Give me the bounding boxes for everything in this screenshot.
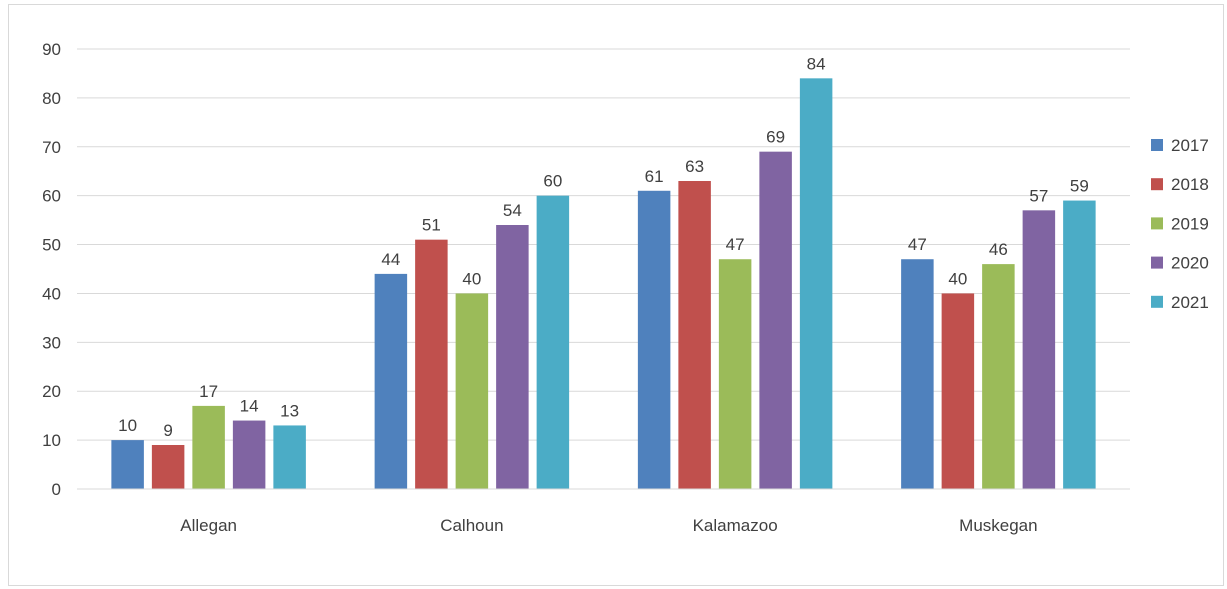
bar-allegan-2020	[232, 420, 266, 489]
y-tick-label: 50	[42, 236, 61, 255]
legend-swatch	[1151, 256, 1163, 269]
legend: 2017 2018 2019 2020 2021	[1151, 136, 1209, 312]
bar-allegan-2017	[111, 440, 144, 489]
bar-kalamazoo-2019	[718, 259, 752, 489]
data-labels: 10 9 17 14 13 44 51 40 54 60 61 63 47 69 84 47 40 46 57 59	[118, 54, 1089, 440]
x-category-label: Kalamazoo	[693, 516, 778, 535]
bar-muskegan-2021	[1063, 200, 1096, 490]
y-tick-label: 30	[42, 333, 61, 352]
legend-label: 2018	[1171, 175, 1209, 194]
x-category-label: Muskegan	[959, 516, 1037, 535]
bar-calhoun-2021	[536, 195, 570, 489]
data-label: 51	[422, 216, 441, 235]
bar-calhoun-2018	[415, 239, 448, 489]
data-label: 59	[1070, 177, 1089, 196]
bar-muskegan-2018	[941, 293, 975, 489]
y-tick-label: 60	[42, 187, 61, 206]
data-label: 17	[199, 382, 218, 401]
data-label: 10	[118, 416, 137, 435]
data-label: 13	[280, 401, 299, 420]
bars	[111, 78, 1096, 490]
bar-kalamazoo-2021	[799, 78, 833, 489]
legend-label: 2019	[1171, 214, 1209, 233]
legend-label: 2017	[1171, 136, 1209, 155]
data-label: 60	[543, 172, 562, 191]
bar-allegan-2018	[151, 445, 185, 489]
bar-calhoun-2020	[496, 225, 529, 489]
data-label: 69	[766, 128, 785, 147]
data-label: 44	[381, 250, 400, 269]
y-tick-label: 70	[42, 138, 61, 157]
data-label: 14	[240, 397, 259, 416]
legend-swatch	[1151, 217, 1163, 230]
legend-swatch	[1151, 295, 1163, 308]
bar-muskegan-2017	[901, 259, 934, 489]
data-label: 40	[462, 269, 481, 288]
y-tick-label: 80	[42, 89, 61, 108]
data-label: 46	[989, 240, 1008, 259]
y-tick-label: 10	[42, 431, 61, 450]
y-tick-label: 90	[42, 40, 61, 59]
data-label: 54	[503, 201, 522, 220]
data-label: 9	[163, 421, 172, 440]
x-category-label: Allegan	[180, 516, 237, 535]
x-axis: Allegan Calhoun Kalamazoo Muskegan	[77, 488, 1130, 535]
data-label: 61	[645, 167, 664, 186]
legend-label: 2021	[1171, 293, 1209, 312]
bar-muskegan-2020	[1022, 210, 1056, 490]
data-label: 47	[908, 235, 927, 254]
bar-muskegan-2019	[982, 264, 1015, 489]
bar-calhoun-2019	[455, 293, 489, 489]
data-label: 40	[948, 269, 967, 288]
x-category-label: Calhoun	[440, 516, 503, 535]
legend-label: 2020	[1171, 254, 1209, 273]
bar-kalamazoo-2018	[678, 181, 711, 489]
legend-swatch	[1151, 178, 1163, 191]
bar-allegan-2019	[192, 405, 225, 489]
data-label: 63	[685, 157, 704, 176]
data-label: 84	[807, 54, 826, 73]
y-axis: 0 10 20 30 40 50 60 70 80 90	[42, 40, 61, 499]
y-tick-label: 40	[42, 284, 61, 303]
data-label: 47	[726, 235, 745, 254]
y-tick-label: 20	[42, 382, 61, 401]
y-tick-label: 0	[52, 480, 61, 499]
legend-swatch	[1151, 139, 1163, 151]
bar-kalamazoo-2020	[759, 151, 792, 489]
bar-kalamazoo-2017	[637, 190, 671, 489]
bar-calhoun-2017	[374, 273, 408, 489]
data-label: 57	[1029, 186, 1048, 205]
bar-allegan-2021	[273, 425, 306, 489]
